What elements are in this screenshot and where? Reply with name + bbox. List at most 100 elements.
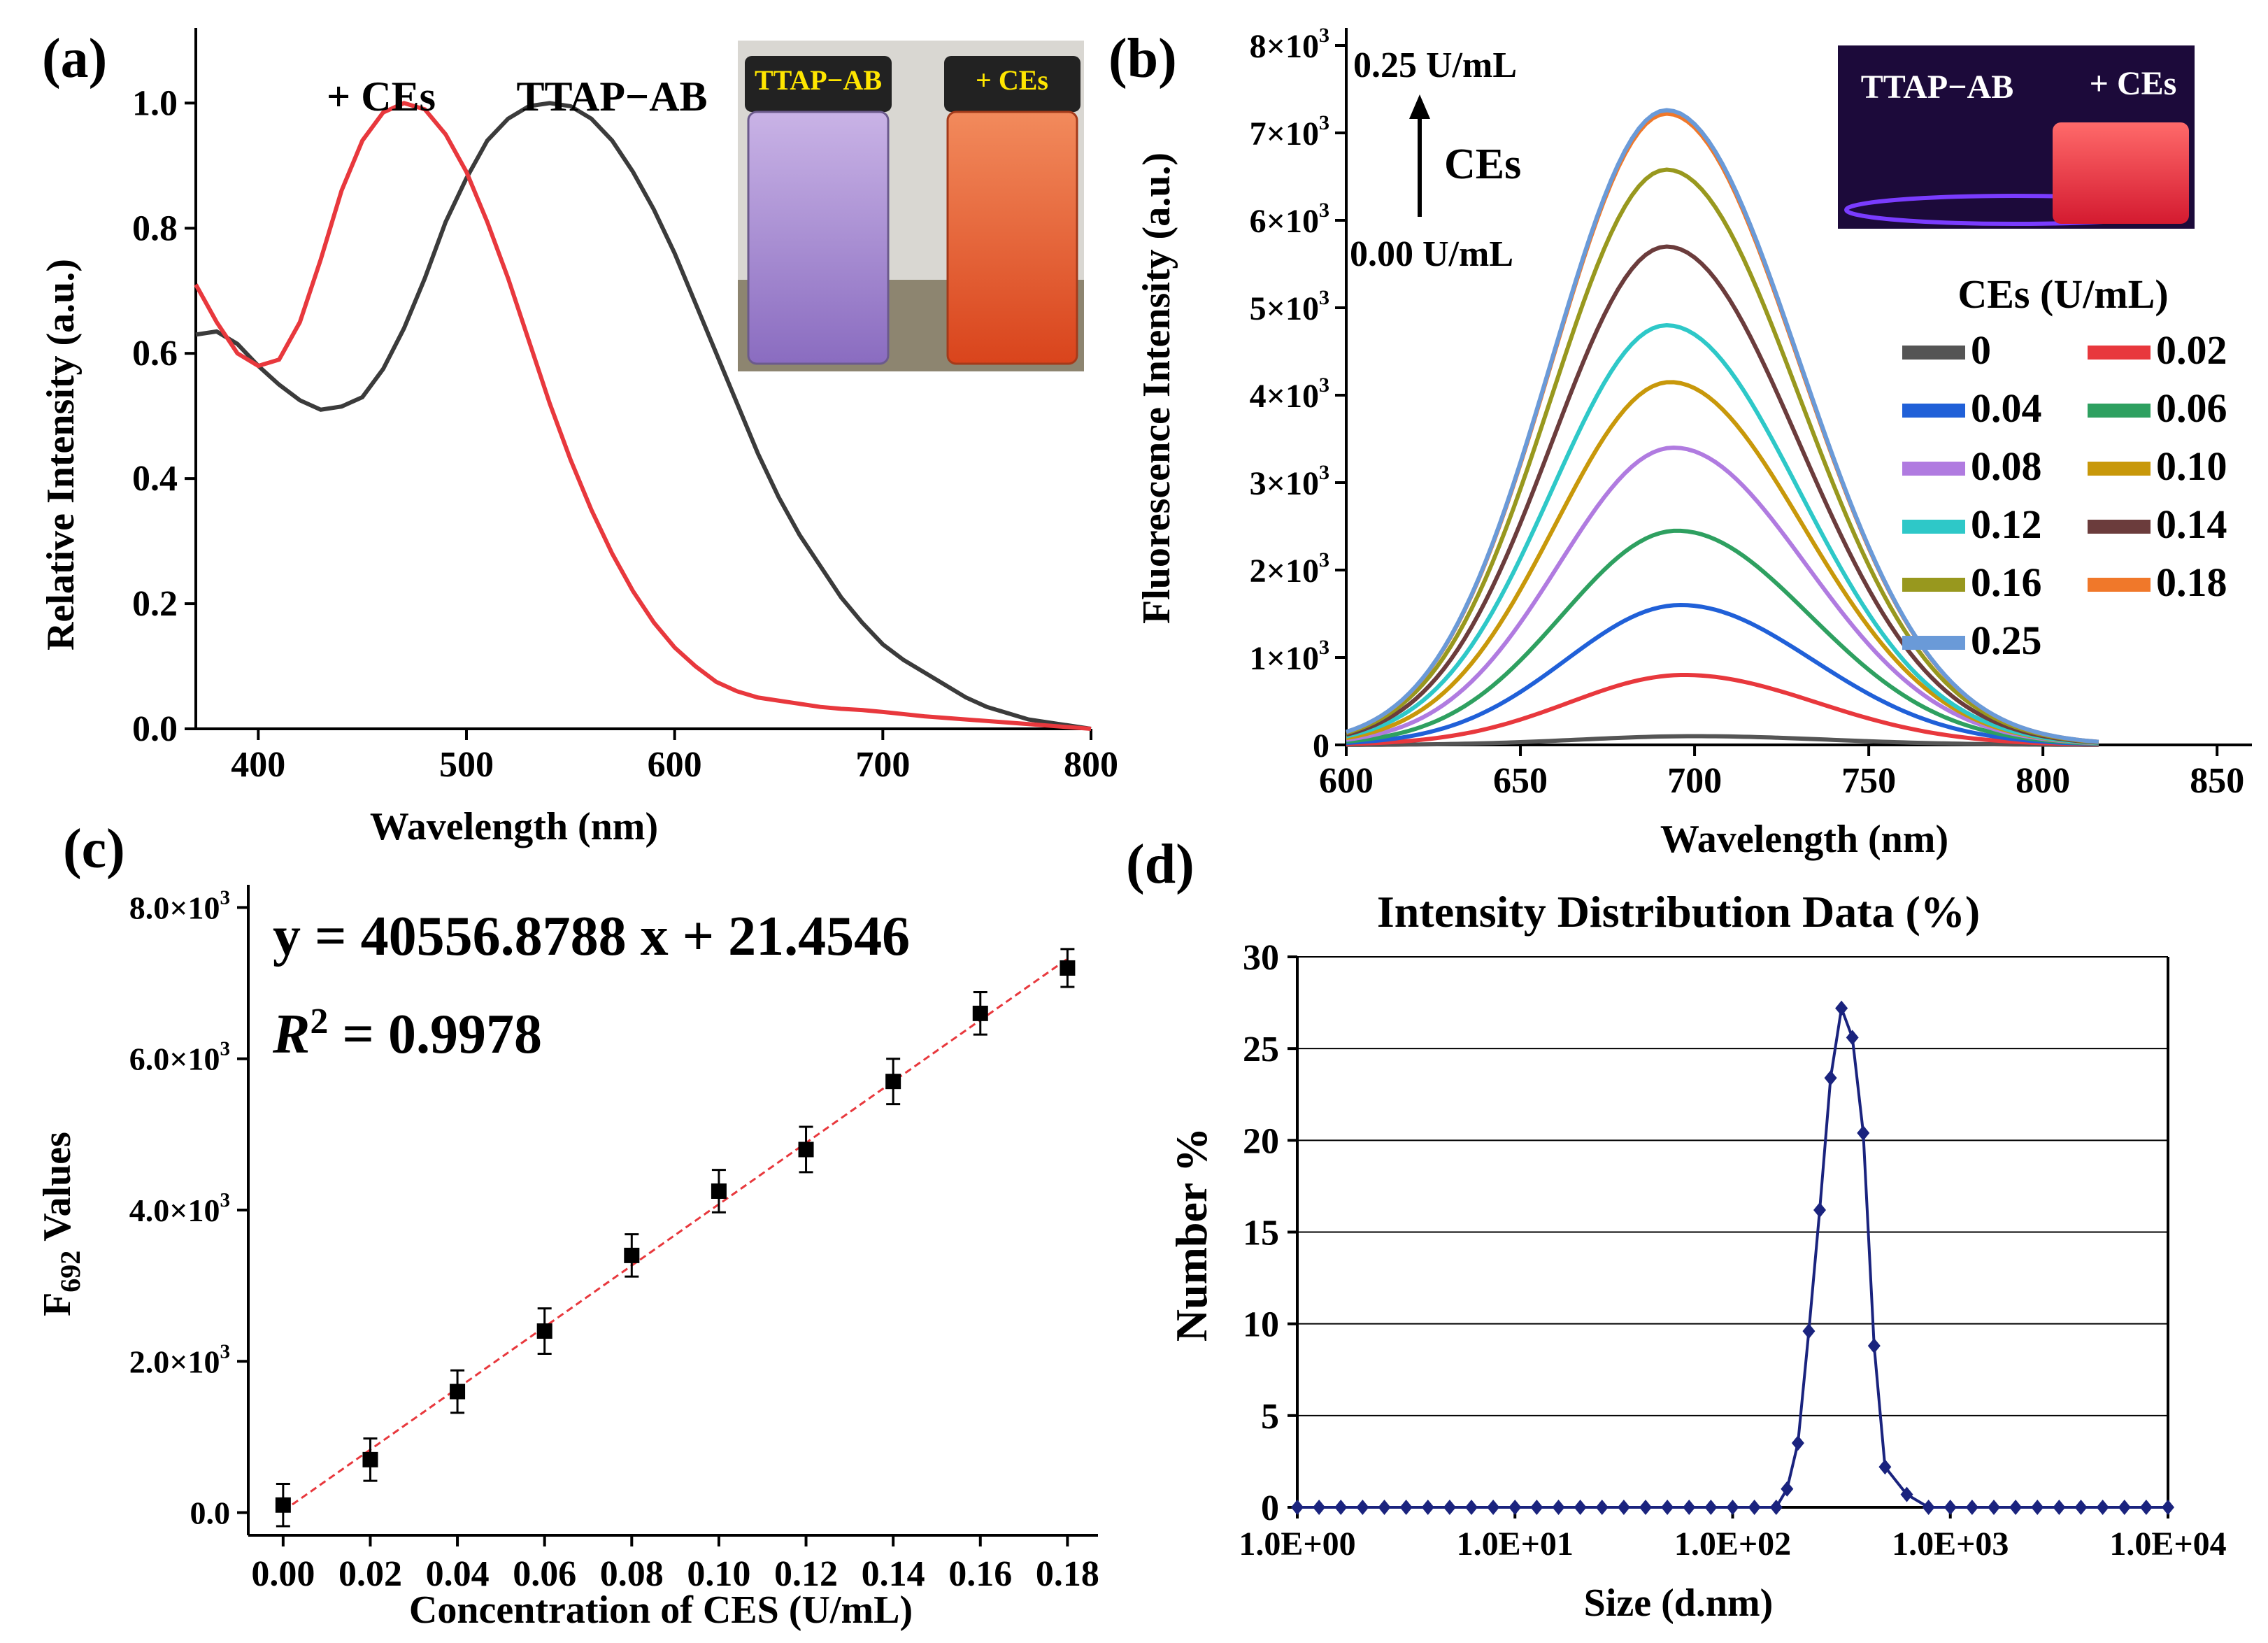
inset-b-left-label: TTAP−AB bbox=[1861, 69, 2013, 106]
panel-d-label: (d) bbox=[1126, 834, 1194, 895]
legend-label: 0.10 bbox=[2156, 443, 2227, 489]
d-data-point bbox=[1509, 1500, 1522, 1515]
b-y-tick-label: 0 bbox=[1313, 727, 1329, 764]
d-series-line bbox=[1297, 1002, 2168, 1509]
d-data-point bbox=[1802, 1323, 1816, 1339]
panel-d-plot: 0 5 10 15 20 25 30 1.0E+00 1.0E+01 1.0E+02 1.0E+03… bbox=[1239, 938, 2226, 1563]
panel-c: (c) 0.00 0.02 0.04 0.06 0.08 0.10 0.12 0.14 0.16… bbox=[36, 818, 1099, 1632]
fit-r-squared: R2 = 0.9978 bbox=[272, 1002, 542, 1065]
a-y-tick-label: 1.0 bbox=[132, 83, 178, 123]
b-series-line bbox=[1346, 380, 2099, 746]
a-x-tick-label: 500 bbox=[439, 745, 494, 785]
panel-d-ylabel: Number % bbox=[1167, 1128, 1216, 1342]
annotation-top-concentration: 0.25 U/mL bbox=[1353, 45, 1517, 85]
c-data-point bbox=[1060, 960, 1076, 976]
legend-label: 0.12 bbox=[1971, 502, 2042, 547]
d-y-tick-label: 5 bbox=[1261, 1397, 1279, 1437]
d-data-point bbox=[1617, 1500, 1630, 1515]
b-series-line bbox=[1346, 322, 2099, 746]
panel-b-plot: 600 650 700 750 800 850 0 1×103 2×103 3×103 4×103 5… bbox=[1250, 24, 2252, 801]
d-data-point bbox=[1443, 1500, 1456, 1515]
c-data-point bbox=[624, 1247, 640, 1263]
d-data-point bbox=[1900, 1486, 1913, 1502]
b-x-tick-label: 600 bbox=[1319, 761, 1374, 801]
d-y-tick-label: 0 bbox=[1261, 1488, 1279, 1528]
d-data-point bbox=[1378, 1500, 1391, 1515]
d-data-point bbox=[2053, 1500, 2066, 1515]
panel-a-ylabel: Relative Intensity (a.u.) bbox=[39, 259, 83, 650]
d-data-point bbox=[1334, 1500, 1348, 1515]
ylabel-values: Values bbox=[36, 1132, 79, 1251]
r2-value: = 0.9978 bbox=[328, 1004, 542, 1065]
legend-label: 0.18 bbox=[2156, 560, 2227, 605]
c-data-point bbox=[362, 1451, 378, 1467]
d-data-point bbox=[1965, 1500, 1978, 1515]
b-series-line bbox=[1346, 108, 2099, 744]
b-y-tick-label: 2×103 bbox=[1250, 548, 1329, 590]
panel-a-plot: 400 500 600 700 800 0.0 0.2 0.4 0.6 0.8 1.0 bbox=[132, 28, 1118, 785]
d-y-tick-label: 25 bbox=[1243, 1030, 1279, 1069]
d-data-point bbox=[1769, 1500, 1783, 1515]
annotation-ces-arrow-label: CEs bbox=[1444, 141, 1521, 188]
legend-swatch bbox=[1902, 346, 1965, 360]
a-y-tick-label: 0.0 bbox=[132, 709, 178, 749]
r2-exponent: 2 bbox=[310, 1002, 328, 1041]
annotation-arrow-head bbox=[1409, 94, 1430, 119]
c-x-tick-label: 0.16 bbox=[948, 1554, 1012, 1594]
b-series-line bbox=[1346, 602, 2099, 746]
legend-swatch bbox=[2088, 578, 2151, 592]
panel-b-inset-photo: TTAP−AB + CEs bbox=[1838, 45, 2195, 229]
d-data-point bbox=[1748, 1500, 1761, 1515]
legend-label: 0.25 bbox=[1971, 618, 2042, 663]
d-data-point bbox=[1552, 1500, 1565, 1515]
c-x-tick-label: 0.08 bbox=[600, 1554, 664, 1594]
c-y-tick-label: 0.0 bbox=[190, 1495, 231, 1531]
panel-a: (a) 400 500 600 700 800 0.0 0.2 0.4 0.6 0.8 1.0 TT… bbox=[39, 28, 1118, 848]
d-data-point bbox=[2009, 1500, 2023, 1515]
c-data-point bbox=[450, 1384, 466, 1400]
panel-a-label: (a) bbox=[42, 28, 107, 90]
d-data-point bbox=[1813, 1202, 1826, 1218]
d-y-tick-label: 30 bbox=[1243, 938, 1279, 978]
d-data-point bbox=[2096, 1500, 2109, 1515]
d-data-point bbox=[1421, 1500, 1434, 1515]
annotation-bottom-concentration: 0.00 U/mL bbox=[1350, 234, 1513, 274]
d-y-tick-label: 20 bbox=[1243, 1121, 1279, 1161]
panel-d: (d) Intensity Distribution Data (%) 0 5 10… bbox=[1126, 834, 2227, 1625]
b-y-tick-label: 4×103 bbox=[1250, 374, 1329, 415]
d-data-point bbox=[1530, 1500, 1543, 1515]
c-fit-line bbox=[282, 958, 1069, 1512]
panel-a-inset-photo: TTAP−AB + CEs bbox=[738, 41, 1084, 371]
legend-label: 0.08 bbox=[1971, 443, 2042, 489]
b-series-line bbox=[1346, 167, 2099, 744]
c-x-tick-label: 0.14 bbox=[862, 1554, 925, 1594]
a-series-ttap-ab-line bbox=[195, 101, 1092, 731]
legend-swatch bbox=[1902, 578, 1965, 592]
d-data-point bbox=[1639, 1500, 1652, 1515]
c-x-tick-label: 0.06 bbox=[513, 1554, 576, 1594]
legend-label: 0.14 bbox=[2156, 502, 2227, 547]
c-data-point bbox=[275, 1497, 291, 1513]
a-x-tick-label: 800 bbox=[1064, 745, 1118, 785]
a-y-tick-label: 0.2 bbox=[132, 584, 178, 624]
inset-b-right-label: + CEs bbox=[2090, 65, 2177, 102]
b-x-tick-label: 650 bbox=[1493, 761, 1548, 801]
annotation-ces: + CEs bbox=[327, 73, 436, 120]
a-y-tick-label: 0.6 bbox=[132, 334, 178, 374]
c-data-point bbox=[798, 1141, 814, 1158]
legend-swatch bbox=[1902, 404, 1965, 418]
ylabel-f: F bbox=[36, 1293, 79, 1316]
a-y-tick-label: 0.4 bbox=[132, 459, 178, 499]
d-data-point bbox=[1487, 1500, 1500, 1515]
d-x-tick-label: 1.0E+00 bbox=[1239, 1525, 1355, 1563]
b-series-line bbox=[1346, 734, 2099, 747]
legend-label: 0.06 bbox=[2156, 385, 2227, 431]
d-data-point bbox=[1922, 1500, 1935, 1515]
c-x-tick-label: 0.00 bbox=[251, 1554, 315, 1594]
d-data-point bbox=[1465, 1500, 1478, 1515]
b-y-tick-label: 8×103 bbox=[1250, 24, 1329, 65]
d-data-point bbox=[1791, 1435, 1804, 1451]
inset-a-left-label: TTAP−AB bbox=[755, 64, 882, 96]
a-y-tick-label: 0.8 bbox=[132, 208, 178, 248]
